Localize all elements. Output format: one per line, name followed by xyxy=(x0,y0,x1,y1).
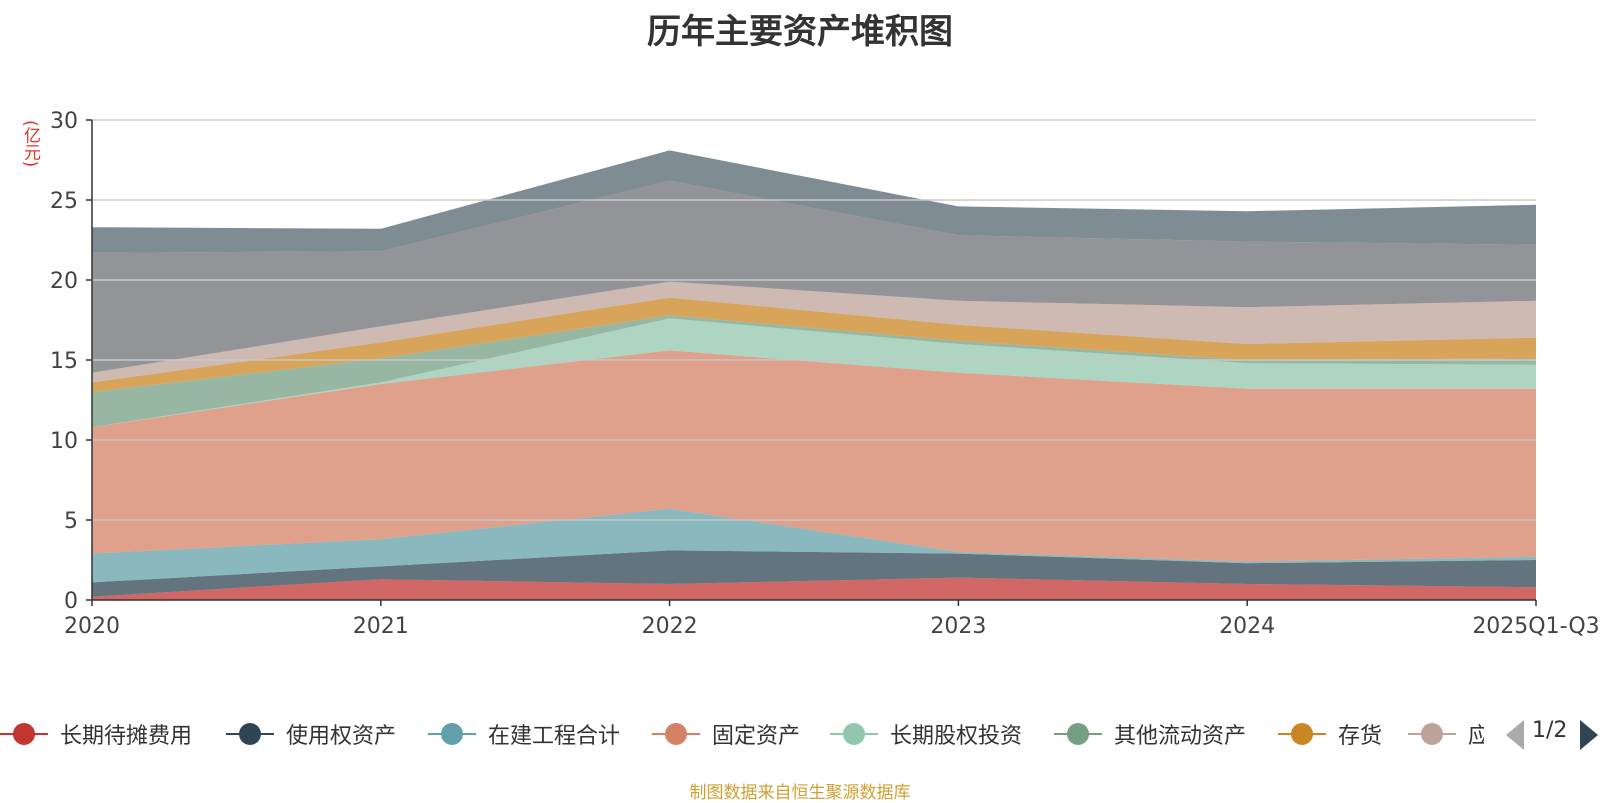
x-tick-label: 2024 xyxy=(1219,614,1275,639)
x-tick-label: 2025Q1-Q3 xyxy=(1472,614,1599,639)
legend-pager: 1/2 xyxy=(1506,718,1600,750)
legend-item[interactable]: 存货 xyxy=(1278,712,1382,756)
legend-swatch-icon xyxy=(1054,712,1102,756)
legend-page-indicator: 1/2 xyxy=(1532,718,1568,743)
area-series-9[interactable] xyxy=(92,150,1536,253)
x-tick-label: 2021 xyxy=(353,614,409,639)
legend-label: 应收账款 xyxy=(1468,724,1484,749)
legend-swatch-icon xyxy=(1278,712,1326,756)
y-tick-label: 0 xyxy=(64,589,78,614)
y-tick-label: 30 xyxy=(50,109,78,134)
legend-item[interactable]: 应收账款 xyxy=(1408,712,1484,756)
y-tick-label: 15 xyxy=(50,349,78,374)
legend-item[interactable]: 长期待摊费用 xyxy=(0,712,192,756)
x-tick-label: 2022 xyxy=(642,614,698,639)
legend-swatch-icon xyxy=(0,712,48,756)
legend-item[interactable]: 在建工程合计 xyxy=(428,712,620,756)
legend-item[interactable]: 使用权资产 xyxy=(226,712,396,756)
area-series-2[interactable] xyxy=(92,508,1536,583)
area-series-4[interactable] xyxy=(92,318,1536,428)
y-axis-unit-label: (亿元) xyxy=(20,120,40,168)
y-tick-label: 20 xyxy=(50,269,78,294)
chart-title: 历年主要资产堆积图 xyxy=(647,12,953,52)
area-series xyxy=(92,150,1536,600)
legend-label: 长期股权投资 xyxy=(890,724,1023,749)
legend-swatch-icon xyxy=(1408,712,1456,756)
legend-prev-page-icon[interactable] xyxy=(1506,720,1524,750)
legend-next-page-icon[interactable] xyxy=(1580,720,1598,750)
legend-label: 固定资产 xyxy=(712,724,801,749)
y-tick-label: 5 xyxy=(64,509,78,534)
grid-overlay xyxy=(92,119,1536,521)
legend-item[interactable]: 长期股权投资 xyxy=(830,712,1022,756)
area-series-7[interactable] xyxy=(92,281,1536,383)
legend-swatch-icon xyxy=(652,712,700,756)
tick-labels: 0 5 10 15 20 25 30 2020 2021 2022 2023 2024 2025Q1-Q… xyxy=(50,109,1600,639)
x-tick-label: 2020 xyxy=(64,614,120,639)
legend-swatch-icon xyxy=(226,712,274,756)
legend-label: 其他流动资产 xyxy=(1114,724,1247,749)
legend: 长期待摊费用 使用权资产 在建工程合计 固定资产 长期股权投资 其他流动资产 存货 应收账款 xyxy=(0,712,1484,756)
stacked-area-chart: 0 5 10 15 20 25 30 2020 2021 2022 2023 2024 2025Q1-Q… xyxy=(50,109,1600,639)
legend-swatch-icon xyxy=(830,712,878,756)
area-series-0[interactable] xyxy=(92,577,1536,600)
x-tick-label: 2023 xyxy=(930,614,986,639)
axes xyxy=(86,119,1537,606)
legend-label: 在建工程合计 xyxy=(488,724,621,749)
y-tick-label: 25 xyxy=(50,189,78,214)
area-series-5[interactable] xyxy=(92,315,1536,428)
source-note: 制图数据来自恒生聚源数据库 xyxy=(689,783,911,803)
y-tick-label: 10 xyxy=(50,429,78,454)
area-series-1[interactable] xyxy=(92,550,1536,597)
area-series-6[interactable] xyxy=(92,297,1536,392)
legend-label: 存货 xyxy=(1338,724,1383,749)
legend-item[interactable]: 固定资产 xyxy=(652,712,800,756)
legend-swatch-icon xyxy=(428,712,476,756)
legend-label: 长期待摊费用 xyxy=(60,724,193,749)
legend-label: 使用权资产 xyxy=(286,724,397,749)
legend-item[interactable]: 其他流动资产 xyxy=(1054,712,1246,756)
area-series-8[interactable] xyxy=(92,180,1536,373)
area-series-3[interactable] xyxy=(92,350,1536,562)
